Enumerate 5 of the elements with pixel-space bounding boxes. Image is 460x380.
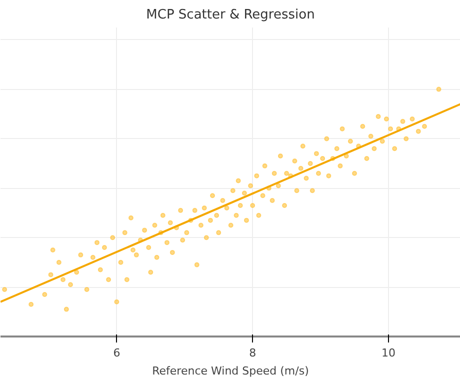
x-tick-label: 10 [381, 346, 396, 360]
chart-title: MCP Scatter & Regression [146, 8, 315, 22]
x-axis-title: Reference Wind Speed (m/s) [152, 364, 309, 378]
x-tick-label: 8 [249, 346, 256, 360]
x-tick-label: 6 [113, 346, 120, 360]
